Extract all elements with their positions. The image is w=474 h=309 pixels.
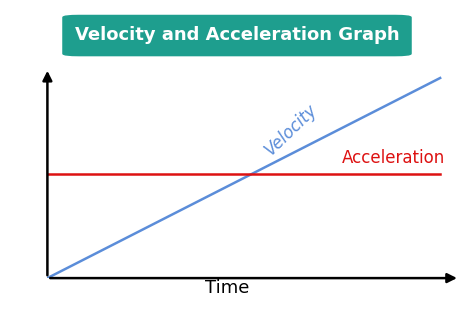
Text: Acceleration: Acceleration	[341, 149, 445, 167]
Text: Time: Time	[205, 279, 250, 297]
Text: Velocity and Acceleration Graph: Velocity and Acceleration Graph	[75, 26, 399, 44]
FancyBboxPatch shape	[63, 15, 411, 56]
Text: Velocity: Velocity	[261, 101, 321, 159]
